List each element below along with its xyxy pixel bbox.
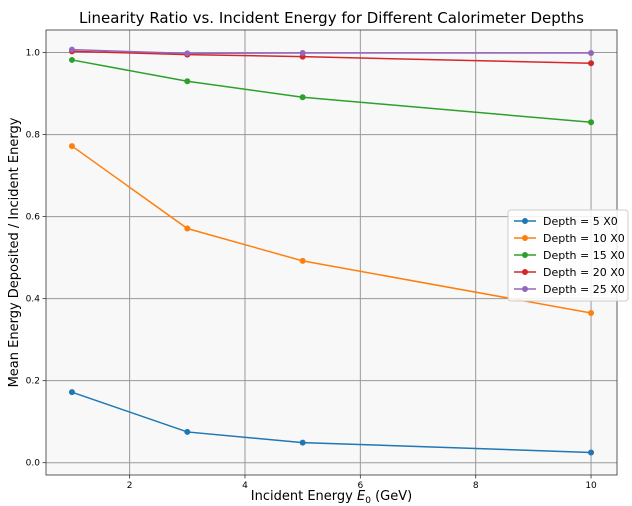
series-line <box>71 59 592 124</box>
data-point <box>299 439 306 446</box>
data-point <box>588 449 595 456</box>
legend-label: Depth = 10 X0 <box>543 232 625 245</box>
y-tick-label: 1.0 <box>26 49 41 59</box>
data-point <box>68 56 75 63</box>
series-line <box>71 50 592 64</box>
y-tick-label: 0.4 <box>26 295 41 305</box>
legend-item: Depth = 10 X0 <box>514 232 625 245</box>
legend-label: Depth = 25 X0 <box>543 283 625 296</box>
legend: Depth = 5 X0 Depth = 10 X0 Depth = 15 X0 De… <box>507 209 629 302</box>
data-point <box>588 119 595 126</box>
y-tick-label: 0.8 <box>26 131 41 141</box>
y-tick-label: 0.0 <box>26 459 41 469</box>
data-point <box>299 257 306 264</box>
x-axis-label-main: Incident Energy <box>251 489 357 504</box>
legend-swatch-marker <box>522 286 528 292</box>
legend-label: Depth = 5 X0 <box>543 215 618 228</box>
legend-swatch-marker <box>522 235 528 241</box>
legend-swatch-marker <box>522 218 528 224</box>
series-5 <box>68 46 595 57</box>
series-line <box>71 145 592 314</box>
data-point <box>184 225 191 232</box>
series-3 <box>68 56 595 126</box>
data-point <box>184 50 191 57</box>
series-layer <box>68 46 595 456</box>
legend-item: Depth = 20 X0 <box>514 266 625 279</box>
legend-item: Depth = 5 X0 <box>514 215 618 228</box>
chart-title: Linearity Ratio vs. Incident Energy for … <box>79 9 584 27</box>
series-1 <box>68 389 595 456</box>
legend-label: Depth = 20 X0 <box>543 266 625 279</box>
data-point <box>588 309 595 316</box>
legend-swatch-marker <box>522 252 528 258</box>
legend-box <box>507 209 629 302</box>
series-line <box>71 48 592 55</box>
data-point <box>68 389 75 396</box>
data-point <box>184 78 191 85</box>
data-point <box>588 49 595 56</box>
data-point <box>184 428 191 435</box>
data-point <box>68 143 75 150</box>
legend-item: Depth = 25 X0 <box>514 283 625 296</box>
x-tick-label: 4 <box>242 481 248 491</box>
legend-label: Depth = 15 X0 <box>543 249 625 262</box>
x-axis-label: Incident Energy E0 (GeV) <box>251 489 412 506</box>
y-axis-label: Mean Energy Deposited / Incident Energy <box>7 117 22 387</box>
x-tick-label: 8 <box>473 481 479 491</box>
series-line <box>71 391 592 454</box>
x-tick-label: 10 <box>585 481 597 491</box>
x-tick-label: 2 <box>127 481 133 491</box>
tick-layer: 2 4 6 8 10 0.0 0.2 0.4 0.6 0.8 1.0 <box>26 49 597 491</box>
data-point <box>299 49 306 56</box>
legend-item: Depth = 15 X0 <box>514 249 625 262</box>
series-2 <box>68 143 595 316</box>
data-point <box>68 46 75 53</box>
legend-swatch-marker <box>522 269 528 275</box>
data-point <box>299 94 306 101</box>
data-point <box>588 60 595 67</box>
y-tick-label: 0.2 <box>26 377 40 387</box>
y-tick-label: 0.6 <box>26 213 41 223</box>
x-axis-label-var: E <box>357 489 366 504</box>
x-axis-label-sub: 0 <box>365 496 371 506</box>
x-axis-label-unit: (GeV) <box>371 489 412 504</box>
x-tick-label: 6 <box>357 481 363 491</box>
